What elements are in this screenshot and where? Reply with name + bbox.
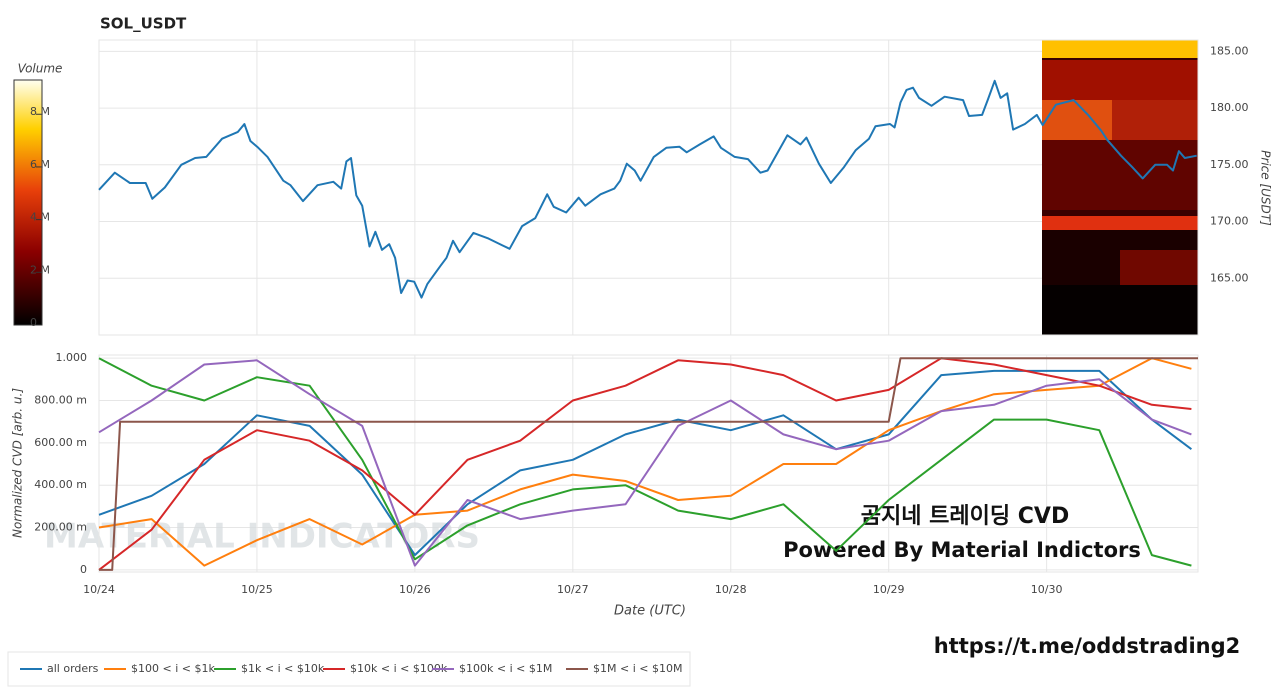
legend-label: all orders [47,662,99,675]
x-tick-label: 10/25 [241,583,273,596]
colorbar-tick-label: 0 [30,316,37,329]
y-axis-title: Price [USDT] [1259,150,1273,226]
overlay-title: 곰지네 트레이딩 CVD [861,504,1069,529]
legend-label: $1M < i < $10M [593,662,682,675]
colorbar-tick-label: 6 M [30,158,50,171]
y-tick-label: 185.00 [1210,44,1249,57]
x-axis-title: Date (UTC) [614,604,686,619]
series-line [98,357,1192,567]
series-line [98,357,1192,567]
x-tick-label: 10/28 [715,583,747,596]
colorbar-label: Volume [18,62,63,76]
colorbar-tick-label: 4 M [30,211,50,224]
y-axis-title: Normalized CVD [arb. u.] [11,388,25,538]
y-tick-label: 170.00 [1210,215,1249,228]
y-tick-label: 800.00 m [34,394,87,407]
legend-label: $100k < i < $1M [459,662,552,675]
series-line [99,357,1198,571]
overlay-subtitle: Powered By Material Indictors [783,538,1141,562]
series-line [98,357,1192,571]
x-tick-label: 10/26 [399,583,431,596]
y-tick-label: 0 [80,563,87,576]
y-tick-label: 400.00 m [34,478,87,491]
plot-area [98,39,1199,336]
x-tick-label: 10/29 [873,583,905,596]
legend-label: $100 < i < $1k [131,662,215,675]
y-tick-label: 600.00 m [34,436,87,449]
link[interactable]: https://t.me/oddstrading2 [934,634,1241,658]
colorbar-tick-label: 8 M [30,105,50,118]
x-tick-label: 10/27 [557,583,589,596]
colorbar [13,79,43,326]
series-line [98,359,1192,567]
y-tick-label: 180.00 [1210,101,1249,114]
series-line [98,79,1197,299]
y-tick-label: 165.00 [1210,271,1249,284]
x-tick-label: 10/24 [83,583,115,596]
watermark: MATERIAL INDICATORS [44,517,480,557]
y-tick-label: 200.00 m [34,521,87,534]
series-line [98,369,1192,557]
y-tick-label: 175.00 [1210,158,1249,171]
legend-label: $10k < i < $100k [350,662,448,675]
heatmap [1042,40,1198,335]
legend-label: $1k < i < $10k [241,662,325,675]
chart-title: SOL_USDT [100,15,187,33]
plot-area [98,354,1199,573]
colorbar-tick-label: 2 M [30,263,50,276]
y-tick-label: 1.000 [56,351,88,364]
x-tick-label: 10/30 [1031,583,1063,596]
